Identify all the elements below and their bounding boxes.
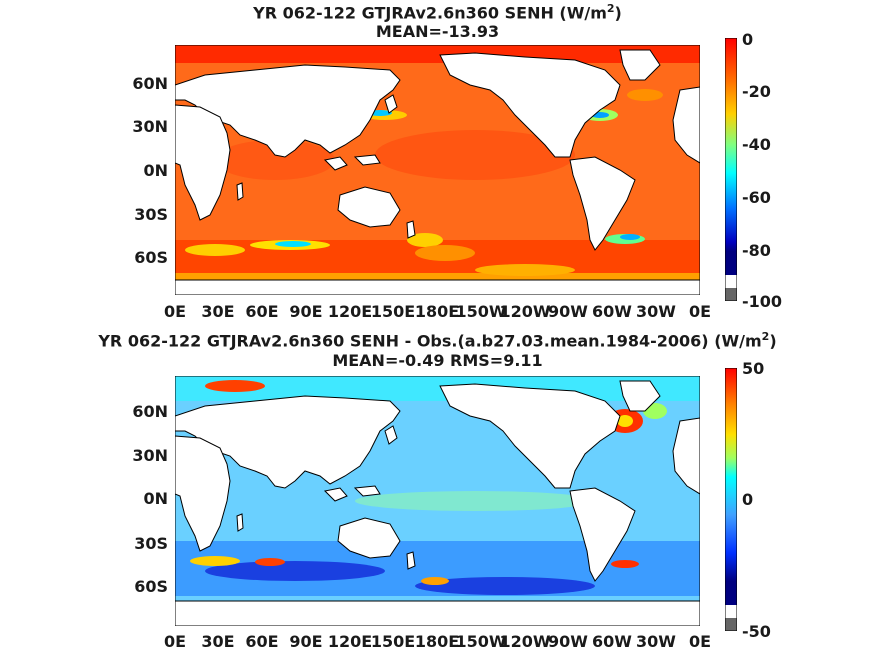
top-colorbar-tick: -100	[742, 292, 783, 311]
lon-tick: 120E	[327, 302, 373, 321]
bottom-colorbar-tick: 0	[742, 490, 754, 509]
top-map-plot	[175, 45, 700, 295]
bottom-map-stats: MEAN=-0.49 RMS=9.11	[332, 351, 543, 370]
lon-tick: 30W	[636, 632, 676, 651]
bottom-colorbar	[725, 368, 737, 631]
lat-tick-0n: 0N	[143, 161, 168, 180]
top-colorbar-tick: -60	[742, 188, 771, 207]
lon-tick: 60E	[245, 302, 279, 321]
lon-tick: 120W	[499, 632, 551, 651]
lon-tick: 120E	[327, 632, 373, 651]
top-colorbar	[725, 38, 737, 301]
lon-tick: 0E	[163, 632, 187, 651]
lon-tick: 150E	[370, 302, 416, 321]
lon-tick: 120W	[499, 302, 551, 321]
bottom-colorbar-tick: 50	[742, 359, 765, 378]
lat-tick-30n: 30N	[132, 446, 168, 465]
lon-tick: 180E	[414, 632, 460, 651]
lat-tick-30s: 30S	[134, 205, 168, 224]
lon-tick: 90E	[289, 302, 323, 321]
lon-tick: 0E	[688, 632, 712, 651]
lon-tick: 90W	[548, 632, 588, 651]
lon-tick: 60W	[592, 302, 632, 321]
bottom-colorbar-tick: -50	[742, 622, 771, 641]
lat-tick-0n: 0N	[143, 489, 168, 508]
bottom-map-plot	[175, 376, 700, 626]
lat-tick-60s: 60S	[134, 248, 168, 267]
top-map-mean: MEAN=-13.93	[375, 22, 500, 41]
lat-tick-60s: 60S	[134, 577, 168, 596]
top-colorbar-tick: -20	[742, 82, 771, 101]
lon-tick: 150W	[455, 302, 507, 321]
top-colorbar-tick: -80	[742, 241, 771, 260]
lon-tick: 90E	[289, 632, 323, 651]
lon-tick: 30E	[201, 302, 235, 321]
top-map-title: YR 062-122 GTJRAv2.6n360 SENH (W/m2)	[253, 2, 622, 23]
lat-tick-30n: 30N	[132, 117, 168, 136]
lon-tick: 90W	[548, 302, 588, 321]
lon-tick: 60W	[592, 632, 632, 651]
top-colorbar-tick: 0	[742, 30, 754, 49]
lon-tick: 0E	[163, 302, 187, 321]
lon-tick: 150E	[370, 632, 416, 651]
bottom-map-title: YR 062-122 GTJRAv2.6n360 SENH - Obs.(a.b…	[98, 330, 777, 351]
top-colorbar-tick: -40	[742, 135, 771, 154]
lat-tick-30s: 30S	[134, 534, 168, 553]
lat-tick-60n: 60N	[132, 402, 168, 421]
lon-tick: 30W	[636, 302, 676, 321]
lon-tick: 150W	[455, 632, 507, 651]
lon-tick: 0E	[688, 302, 712, 321]
lon-tick: 30E	[201, 632, 235, 651]
lat-tick-60n: 60N	[132, 74, 168, 93]
lon-tick: 60E	[245, 632, 279, 651]
lon-tick: 180E	[414, 302, 460, 321]
